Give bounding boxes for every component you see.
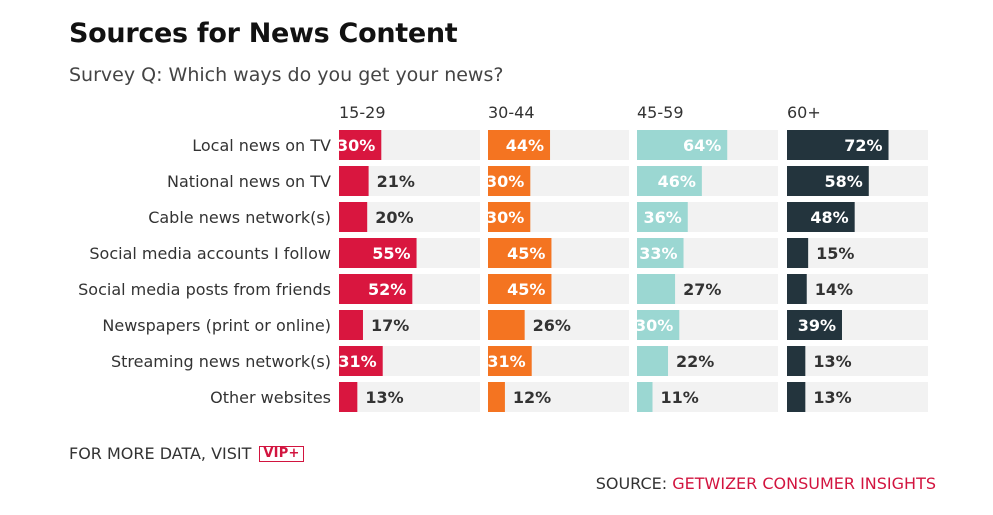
category-label: Cable news network(s) <box>148 208 331 227</box>
data-label: 12% <box>513 388 551 407</box>
data-label: 15% <box>816 244 854 263</box>
bar <box>488 202 531 232</box>
category-label: Local news on TV <box>192 136 331 155</box>
bar <box>488 130 551 160</box>
bar <box>637 346 669 376</box>
data-label: 30% <box>337 136 375 155</box>
vip-plus-link[interactable]: VIP+ <box>259 445 304 462</box>
data-label: 72% <box>844 136 882 155</box>
data-label: 48% <box>810 208 848 227</box>
bar <box>637 130 728 160</box>
chart-title: Sources for News Content <box>69 18 458 49</box>
bar <box>339 130 382 160</box>
bar-track <box>637 382 778 412</box>
data-label: 17% <box>371 316 409 335</box>
data-label: 52% <box>368 280 406 299</box>
bar <box>787 202 855 232</box>
bar-track <box>787 346 928 376</box>
category-label: Social media posts from friends <box>78 280 331 299</box>
data-label: 26% <box>533 316 571 335</box>
data-label: 39% <box>798 316 836 335</box>
data-label: 11% <box>661 388 699 407</box>
category-label: Newspapers (print or online) <box>102 316 331 335</box>
bar-track <box>787 238 928 268</box>
data-label: 22% <box>676 352 714 371</box>
bar <box>339 202 368 232</box>
data-label: 36% <box>643 208 681 227</box>
bar <box>637 238 684 268</box>
bar <box>339 310 363 340</box>
data-label: 58% <box>824 172 862 191</box>
series-header: 15-29 <box>339 103 386 122</box>
bar <box>637 202 688 232</box>
category-label: Streaming news network(s) <box>111 352 331 371</box>
bar <box>488 166 531 196</box>
category-label: National news on TV <box>167 172 331 191</box>
bar <box>787 382 806 412</box>
bar <box>339 238 417 268</box>
bar <box>787 310 842 340</box>
bar <box>787 274 807 304</box>
bar <box>787 130 889 160</box>
data-label: 64% <box>683 136 721 155</box>
bar <box>488 382 505 412</box>
data-label: 14% <box>815 280 853 299</box>
source-note: SOURCE: GETWIZER CONSUMER INSIGHTS <box>596 474 936 493</box>
data-label: 30% <box>635 316 673 335</box>
data-label: 13% <box>813 388 851 407</box>
data-label: 30% <box>486 208 524 227</box>
data-label: 21% <box>377 172 415 191</box>
data-label: 13% <box>813 352 851 371</box>
data-label: 13% <box>365 388 403 407</box>
data-label: 55% <box>372 244 410 263</box>
source-label: SOURCE: <box>595 474 668 493</box>
bar-track <box>339 382 480 412</box>
source-name: GETWIZER CONSUMER INSIGHTS <box>672 474 936 493</box>
data-label: 46% <box>658 172 696 191</box>
data-label: 20% <box>375 208 413 227</box>
more-data-note: FOR MORE DATA, VISIT VIP+ <box>69 444 304 463</box>
bar <box>488 346 532 376</box>
bar <box>787 166 869 196</box>
bar <box>637 274 676 304</box>
series-header: 45-59 <box>637 103 684 122</box>
bar <box>488 274 552 304</box>
series-header: 60+ <box>787 103 821 122</box>
bar <box>488 238 552 268</box>
category-label: Other websites <box>210 388 331 407</box>
more-data-label: FOR MORE DATA, VISIT <box>69 444 252 463</box>
data-label: 45% <box>507 280 545 299</box>
bar <box>787 346 806 376</box>
bar <box>787 238 809 268</box>
bar <box>339 382 358 412</box>
bar <box>637 382 653 412</box>
data-label: 45% <box>507 244 545 263</box>
data-label: 30% <box>486 172 524 191</box>
data-label: 31% <box>338 352 376 371</box>
data-label: 33% <box>639 244 677 263</box>
series-header: 30-44 <box>488 103 535 122</box>
bar <box>339 346 383 376</box>
bar-track <box>787 274 928 304</box>
category-label: Social media accounts I follow <box>89 244 331 263</box>
bar <box>339 274 413 304</box>
chart-subtitle: Survey Q: Which ways do you get your new… <box>69 64 504 86</box>
bar <box>339 166 369 196</box>
data-label: 27% <box>683 280 721 299</box>
data-label: 31% <box>487 352 525 371</box>
bar-track <box>488 382 629 412</box>
bar <box>637 310 680 340</box>
bar <box>637 166 702 196</box>
bar <box>488 310 525 340</box>
bar-track <box>787 382 928 412</box>
data-label: 44% <box>506 136 544 155</box>
